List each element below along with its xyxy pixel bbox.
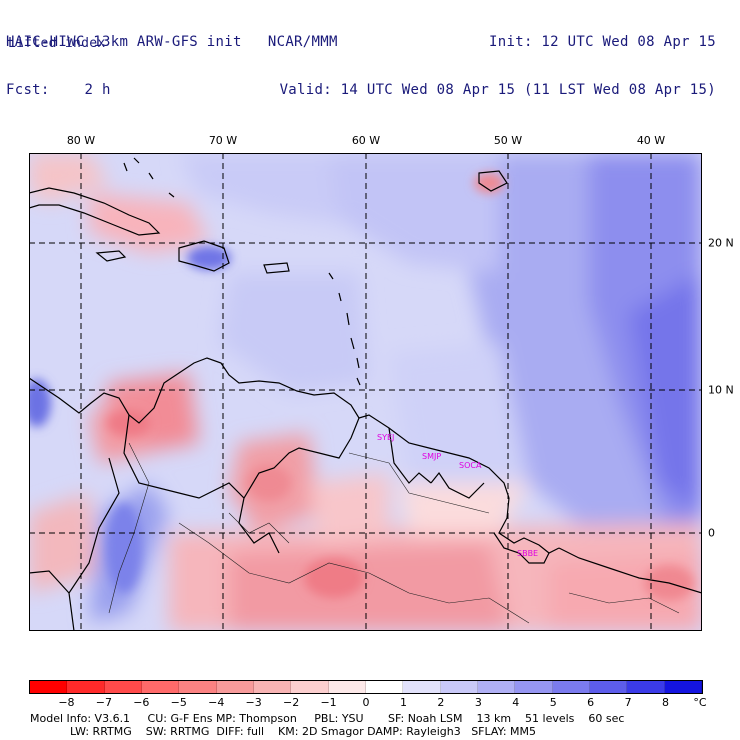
colorbar-tick-label: 4 — [512, 696, 520, 709]
colorbar-swatch — [664, 681, 702, 693]
station-label: SOCA — [459, 461, 482, 470]
colorbar-tick-label: 8 — [662, 696, 670, 709]
colorbar-swatch — [104, 681, 142, 693]
colorbar-tick-label: −4 — [208, 696, 225, 709]
colorbar-tick-label: −7 — [95, 696, 112, 709]
colorbar-swatch — [216, 681, 254, 693]
colorbar-tick-label: −1 — [320, 696, 337, 709]
lon-label-80w: 80 W — [66, 134, 96, 147]
forecast-hour: Fcst: 2 h — [6, 82, 111, 98]
colorbar-swatch — [477, 681, 516, 693]
lon-label-60w: 60 W — [351, 134, 381, 147]
colorbar-tick-label: −2 — [283, 696, 300, 709]
colorbar-tick-label: −6 — [133, 696, 150, 709]
colorbar-swatch — [253, 681, 292, 693]
colorbar-tick-label: −8 — [58, 696, 75, 709]
colorbar-tick-label: 3 — [474, 696, 482, 709]
colorbar-tick-label: 6 — [587, 696, 595, 709]
colorbar-swatch — [515, 681, 553, 693]
colorbar-swatch — [552, 681, 590, 693]
lon-label-70w: 70 W — [208, 134, 238, 147]
colorbar-swatch — [589, 681, 628, 693]
header-left: HAIC-HIWC 13km ARW-GFS init NCAR/MMM Fcs… — [6, 2, 338, 114]
model-info-line1: Model Info: V3.6.1 CU: G-F Ens MP: Thomp… — [30, 712, 625, 725]
colorbar-tick-label: −3 — [245, 696, 262, 709]
map-canvas: SYEJ SMJP SOCA SBBE — [29, 153, 702, 631]
colorbar-swatch — [328, 681, 366, 693]
colorbar-tick-label: 7 — [624, 696, 632, 709]
terrain-contours — [108, 442, 680, 624]
map-frame — [29, 153, 702, 631]
field-shading — [29, 153, 702, 631]
colorbar-swatch — [30, 681, 68, 693]
station-label: SBBE — [517, 549, 538, 558]
lat-label-0: 0 — [708, 526, 715, 540]
init-time: Init: 12 UTC Wed 08 Apr 15 — [489, 34, 716, 50]
model-title: HAIC-HIWC 13km ARW-GFS init NCAR/MMM — [6, 34, 338, 50]
colorbar-swatch — [403, 681, 441, 693]
colorbar-tick-label: 5 — [549, 696, 557, 709]
valid-time: Valid: 14 UTC Wed 08 Apr 15 (11 LST Wed … — [279, 82, 716, 98]
model-info-line2: LW: RRTMG SW: RRTMG DIFF: full KM: 2D Sm… — [70, 725, 536, 738]
lon-label-50w: 50 W — [493, 134, 523, 147]
field-detail — [29, 173, 694, 601]
header-right: Init: 12 UTC Wed 08 Apr 15 Valid: 14 UTC… — [280, 2, 716, 114]
lat-lon-grid — [29, 153, 702, 631]
colorbar-unit: °C — [693, 696, 707, 709]
colorbar-tick-label: 1 — [399, 696, 407, 709]
colorbar-swatch — [291, 681, 329, 693]
colorbar-tick-label: −5 — [170, 696, 187, 709]
coastlines — [29, 157, 702, 631]
colorbar-swatch — [179, 681, 217, 693]
colorbar-swatch — [67, 681, 105, 693]
lat-label-10n: 10 N — [708, 383, 734, 397]
lon-label-40w: 40 W — [636, 134, 666, 147]
colorbar-swatch — [141, 681, 180, 693]
colorbar — [29, 680, 703, 694]
colorbar-tick-label: 0 — [362, 696, 370, 709]
colorbar-swatch — [440, 681, 478, 693]
lat-label-20n: 20 N — [708, 236, 734, 250]
colorbar-swatch — [365, 681, 404, 693]
field-name: Lifted index — [8, 36, 106, 51]
colorbar-tick-label: 2 — [437, 696, 445, 709]
station-label: SMJP — [422, 452, 441, 461]
lifted-index-map: SYEJ SMJP SOCA SBBE — [29, 153, 702, 631]
colorbar-swatch — [627, 681, 665, 693]
station-label: SYEJ — [377, 433, 394, 442]
